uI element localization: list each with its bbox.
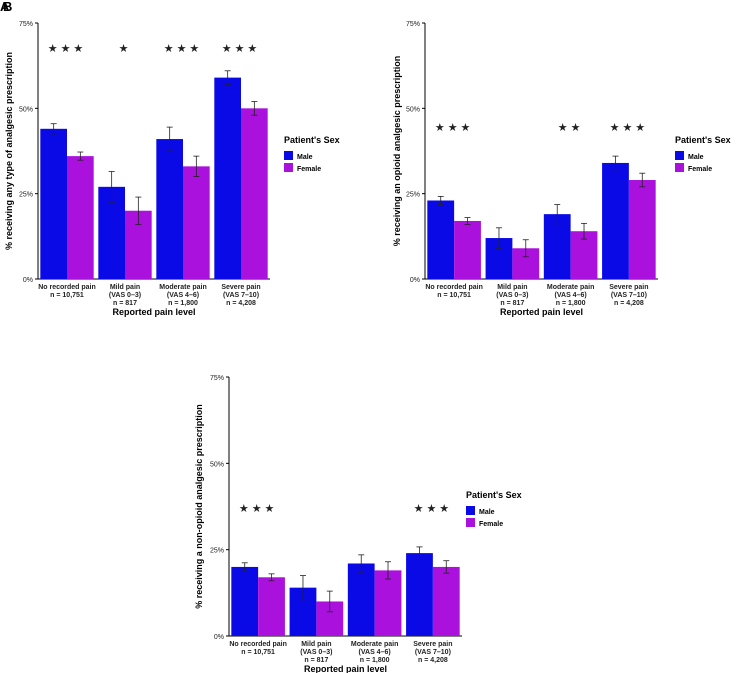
y-tick-label: 25%	[406, 192, 420, 199]
y-axis-title: % receiving a non-opioid analgesic presc…	[194, 404, 204, 609]
x-category-label: n = 4,208	[226, 300, 256, 307]
bar-female	[241, 108, 268, 279]
y-tick-label: 75%	[406, 21, 420, 28]
x-category-label: No recorded pain	[38, 284, 96, 291]
y-tick-label: 75%	[210, 375, 224, 382]
x-category-label: (VAS 7–10)	[223, 292, 259, 299]
x-category-label: Moderate pain	[547, 284, 594, 291]
chart-opioid-analgesic: 0% 25% 50% 75% % receiving an opioid analges…	[392, 21, 731, 317]
panel-label-b: B	[3, 0, 13, 14]
x-axis-title: Reported pain level	[500, 307, 583, 317]
legend-label-male: Male	[688, 154, 704, 161]
x-category-label: Severe pain	[609, 284, 648, 291]
x-category-label: n = 817	[500, 300, 524, 307]
legend-label-male: Male	[479, 509, 495, 516]
significance-marker: ★★★	[222, 43, 261, 55]
significance-marker: ★★★	[239, 503, 278, 515]
panel-label-a: A	[0, 0, 10, 14]
legend-label-female: Female	[479, 521, 503, 528]
x-category-label: n = 10,751	[50, 292, 84, 299]
x-category-label: (VAS 0–3)	[496, 292, 528, 299]
x-category-label: (VAS 4–6)	[359, 649, 391, 656]
legend-swatch-female	[284, 163, 293, 172]
bar-male	[40, 128, 67, 279]
bar-female	[432, 566, 460, 636]
x-category-label: Mild pain	[110, 284, 140, 291]
y-tick-label: 50%	[19, 106, 33, 113]
x-category-label: n = 10,751	[241, 649, 275, 656]
y-axis-title: % receiving an opioid analgesic prescrip…	[392, 56, 402, 247]
x-category-label: n = 4,208	[614, 300, 644, 307]
legend-swatch-male	[466, 506, 475, 515]
x-category-label: Mild pain	[497, 284, 527, 291]
legend-swatch-male	[675, 151, 684, 160]
x-category-label: n = 817	[304, 657, 328, 664]
x-category-label: Severe pain	[413, 641, 452, 648]
bar-male	[231, 566, 259, 636]
x-category-label: (VAS 4–6)	[555, 292, 587, 299]
x-category-label: Mild pain	[301, 641, 331, 648]
x-category-label: No recorded pain	[229, 641, 287, 648]
significance-marker: ★★★	[435, 122, 474, 134]
x-axis-title: Reported pain level	[304, 664, 387, 673]
x-category-label: n = 1,800	[556, 300, 586, 307]
chart-any-analgesic: 0% 25% 50% 75% % receiving any type of analg…	[4, 21, 340, 317]
y-tick-label: 0%	[410, 277, 420, 284]
y-tick-label: 50%	[406, 106, 420, 113]
x-category-label: Severe pain	[221, 284, 260, 291]
y-tick-label: 25%	[19, 192, 33, 199]
bar-male	[347, 563, 375, 636]
bar-female	[628, 180, 656, 279]
bar-female	[258, 577, 285, 636]
legend-swatch-male	[284, 151, 293, 160]
y-axis-title: % receiving any type of analgesic prescr…	[4, 52, 14, 250]
legend-swatch-female	[675, 163, 684, 172]
x-category-label: No recorded pain	[425, 284, 483, 291]
significance-marker: ★★★	[414, 503, 453, 515]
significance-marker: ★★	[558, 122, 584, 134]
x-category-label: (VAS 4–6)	[167, 292, 199, 299]
x-category-label: Moderate pain	[351, 641, 398, 648]
legend-label-female: Female	[297, 166, 321, 173]
legend-label-female: Female	[688, 166, 712, 173]
bar-male	[214, 77, 241, 279]
y-tick-label: 0%	[23, 277, 33, 284]
x-category-label: n = 4,208	[418, 657, 448, 664]
x-category-label: (VAS 7–10)	[611, 292, 647, 299]
bar-male	[602, 162, 629, 279]
legend-swatch-female	[466, 518, 475, 527]
bar-male	[406, 553, 433, 636]
legend-title: Patient's Sex	[675, 135, 731, 145]
bar-male	[543, 214, 571, 279]
x-category-label: (VAS 0–3)	[109, 292, 141, 299]
significance-marker: ★★★	[48, 43, 87, 55]
legend-title: Patient's Sex	[284, 135, 340, 145]
y-tick-label: 25%	[210, 548, 224, 555]
x-category-label: n = 10,751	[437, 292, 471, 299]
x-category-label: n = 1,800	[168, 300, 198, 307]
x-axis-title: Reported pain level	[112, 307, 195, 317]
bar-female	[374, 570, 402, 636]
y-tick-label: 50%	[210, 461, 224, 468]
legend-title: Patient's Sex	[466, 490, 522, 500]
bar-male	[427, 200, 455, 279]
chart-non-opioid-analgesic: 0% 25% 50% 75% % receiving a non-opioid anal…	[194, 375, 522, 673]
x-category-label: Moderate pain	[159, 284, 206, 291]
x-category-label: n = 817	[113, 300, 137, 307]
x-category-label: (VAS 0–3)	[300, 649, 332, 656]
y-tick-label: 0%	[214, 634, 224, 641]
significance-marker: ★★★	[610, 122, 649, 134]
significance-marker: ★	[119, 43, 132, 55]
x-category-label: (VAS 7–10)	[415, 649, 451, 656]
bar-female	[67, 156, 94, 279]
bar-female	[183, 166, 210, 279]
bar-male	[156, 139, 183, 279]
y-tick-label: 75%	[19, 21, 33, 28]
significance-marker: ★★★	[164, 43, 203, 55]
x-category-label: n = 1,800	[360, 657, 390, 664]
bar-female	[454, 220, 481, 279]
legend-label-male: Male	[297, 154, 313, 161]
